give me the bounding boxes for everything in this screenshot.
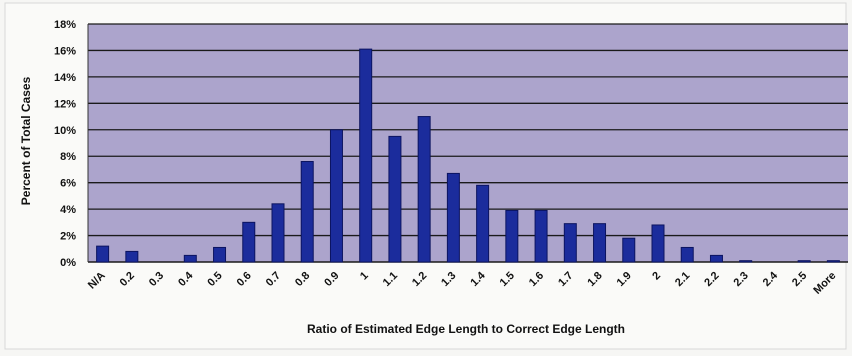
bars [96, 48, 840, 263]
y-axis-ticks: 0% 2% 4% 6% 8% 10% 12% 14% 16% 18% [54, 19, 76, 269]
bar-N/A [96, 245, 110, 263]
bar-1.7 [563, 223, 577, 263]
y-tick-label: 2% [60, 231, 76, 243]
bar-2 [651, 224, 665, 263]
y-tick-label: 18% [54, 19, 76, 31]
bar-1.8 [593, 223, 607, 263]
y-tick-label: 4% [60, 204, 76, 216]
bar-0.2 [125, 250, 139, 263]
bar-1.9 [622, 237, 636, 263]
bar-2.3 [739, 260, 753, 263]
bar-0.9 [329, 129, 343, 263]
bar-1.3 [446, 172, 460, 263]
bar-0.7 [271, 203, 285, 263]
y-tick-label: 16% [54, 45, 76, 57]
bar-2.2 [709, 254, 723, 263]
plot-area [88, 24, 848, 262]
bar-1.6 [534, 209, 548, 263]
bar-1 [359, 48, 373, 263]
bar-0.6 [242, 221, 256, 263]
bar-1.4 [476, 184, 490, 263]
bar-More [826, 260, 840, 263]
bar-0.5 [213, 246, 227, 263]
bar-2.1 [680, 246, 694, 263]
y-tick-label: 0% [60, 257, 76, 269]
x-axis-title: Ratio of Estimated Edge Length to Correc… [307, 322, 625, 336]
bar-0.4 [183, 254, 197, 263]
bar-1.1 [388, 135, 402, 263]
bar-2.5 [797, 260, 811, 263]
bar-1.2 [417, 116, 431, 263]
y-axis-title: Percent of Total Cases [19, 76, 33, 205]
y-tick-label: 14% [54, 72, 76, 84]
y-tick-label: 8% [60, 151, 76, 163]
y-tick-label: 10% [54, 125, 76, 137]
bar-1.5 [505, 209, 519, 263]
y-tick-label: 6% [60, 178, 76, 190]
bar-0.8 [300, 161, 314, 263]
plot-background [88, 24, 848, 262]
y-tick-label: 12% [54, 98, 76, 110]
